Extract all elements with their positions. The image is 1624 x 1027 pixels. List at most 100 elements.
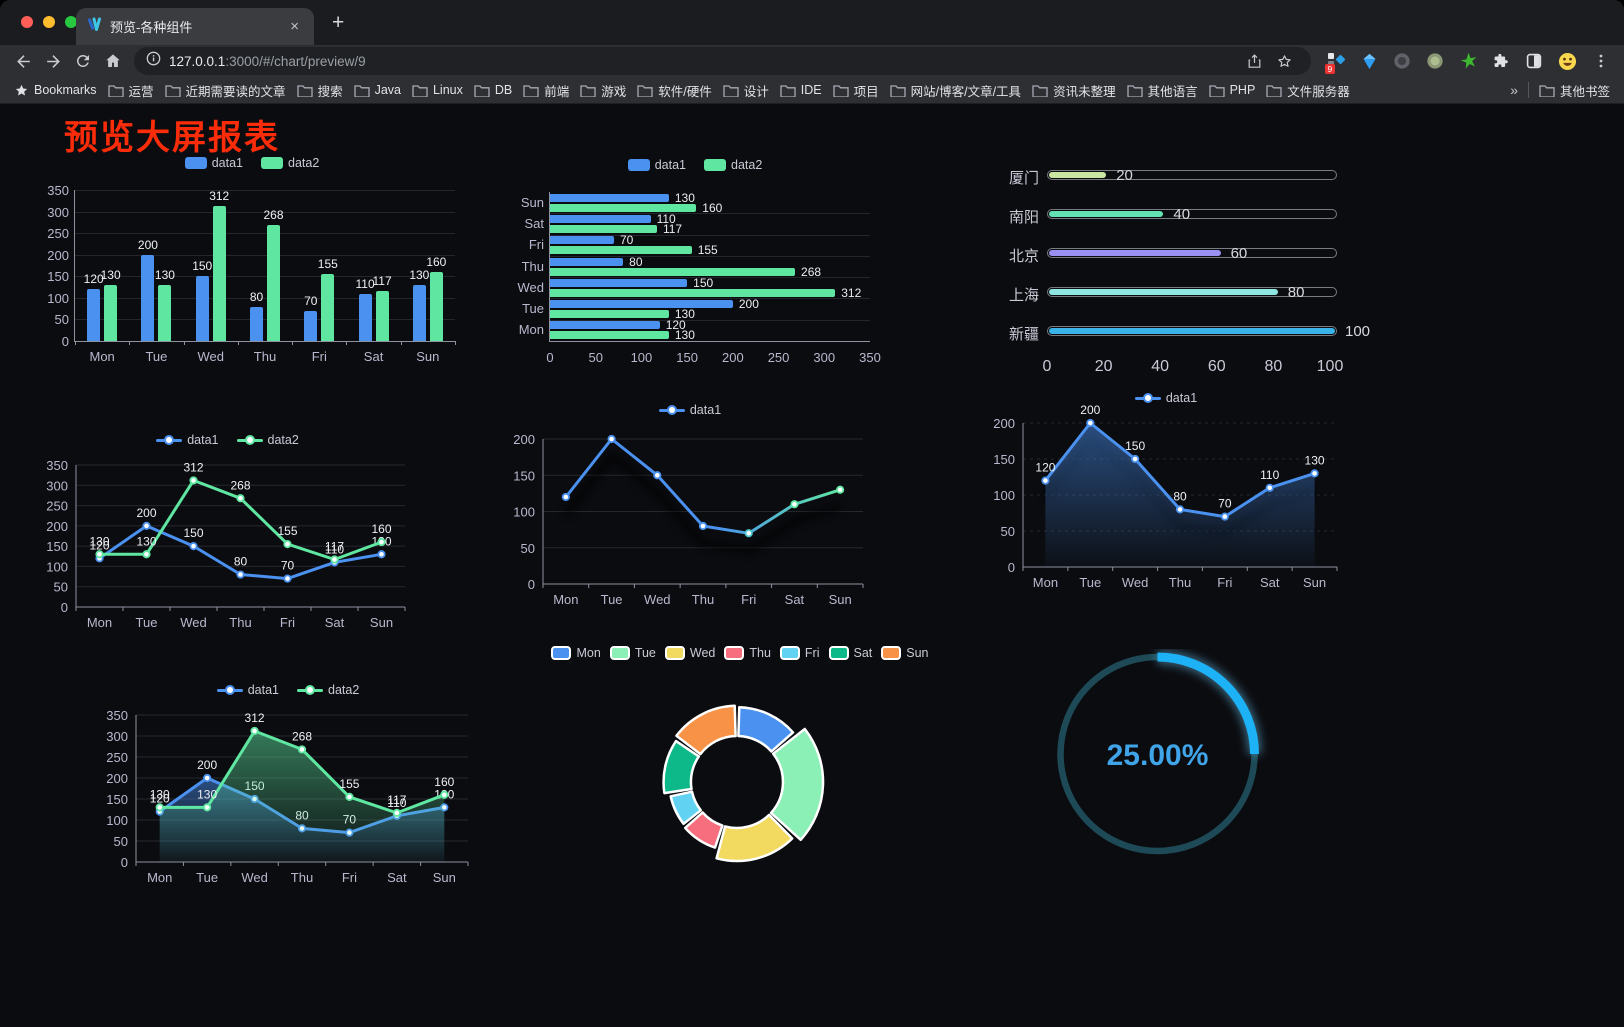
bookmark-star-icon[interactable] xyxy=(1269,47,1299,75)
bar-data2-Wed[interactable] xyxy=(212,206,226,341)
legend-item-Tue[interactable]: Tue xyxy=(609,646,656,660)
bookmark-folder[interactable]: 文件服务器 xyxy=(1266,81,1350,100)
bar-data2-Sat[interactable] xyxy=(375,290,389,341)
pie-slice-Sat[interactable] xyxy=(662,739,701,795)
legend-item-Fri[interactable]: Fri xyxy=(779,646,820,660)
address-bar[interactable]: 127.0.0.1:3000/#/chart/preview/9 xyxy=(134,47,1311,75)
bar-data1-Tue[interactable] xyxy=(550,300,733,309)
extension-green-star-icon[interactable] xyxy=(1457,50,1479,72)
pie-slice-Sun[interactable] xyxy=(675,704,737,756)
bar-data2-Sun[interactable] xyxy=(550,203,697,212)
pie-slice-Wed[interactable] xyxy=(715,813,794,863)
bar-data2-Thu[interactable] xyxy=(550,267,796,276)
other-bookmarks-folder[interactable]: 其他书签 xyxy=(1539,81,1610,100)
browser-tab[interactable]: 预览-各种组件 × xyxy=(76,8,314,45)
bar-data2-Sat[interactable] xyxy=(550,224,657,233)
legend-item-data2[interactable]: data2 xyxy=(261,156,319,170)
bar-data1-Mon[interactable] xyxy=(87,289,101,341)
chart-legend[interactable]: data1 data2 xyxy=(98,683,478,697)
bar-data1-Sat[interactable] xyxy=(358,293,372,341)
legend-item-Mon[interactable]: Mon xyxy=(551,646,601,660)
area-line-chart-dual[interactable]: data1 data2 0 50 100 150 200 250 300 350 Mon Tue Wed… xyxy=(98,679,478,897)
legend-item-data2[interactable]: data2 xyxy=(297,683,359,697)
legend-item-data2[interactable]: data2 xyxy=(704,158,762,172)
legend-item-Sun[interactable]: Sun xyxy=(881,646,929,660)
legend-item-Wed[interactable]: Wed xyxy=(664,646,715,660)
extension-dark-circle-icon[interactable] xyxy=(1391,50,1413,72)
chart-legend[interactable]: data1 data2 xyxy=(40,433,415,447)
chart-legend[interactable]: data1 xyxy=(505,403,875,417)
progress-fill-上海[interactable] xyxy=(1049,289,1278,295)
area-line-chart[interactable]: data1 0 50 100 150 200 Mon Tue Wed Thu Fri Sat Sun 12… xyxy=(985,387,1347,602)
bar-data2-Sun[interactable] xyxy=(429,271,443,341)
bookmark-folder[interactable]: 前端 xyxy=(523,81,569,100)
chart-legend[interactable]: Mon Tue Wed Thu Fri Sat Sun xyxy=(551,646,929,660)
horizontal-bar-chart[interactable]: data1 data2 0 50 100 150 200 250 300 350 Mon 120 130… xyxy=(505,154,885,373)
back-button[interactable] xyxy=(8,47,38,75)
bar-data1-Wed[interactable] xyxy=(550,278,688,287)
bookmark-folder[interactable]: 游戏 xyxy=(580,81,626,100)
bookmark-folder[interactable]: 近期需要读的文章 xyxy=(164,81,286,100)
bookmark-folder[interactable]: 项目 xyxy=(832,81,879,100)
bookmark-folder[interactable]: 其他语言 xyxy=(1126,81,1198,100)
gauge-chart[interactable]: 25.00% xyxy=(1040,649,1275,864)
bar-data2-Mon[interactable] xyxy=(550,331,669,340)
extension-grid-diamond-icon[interactable]: 9 xyxy=(1325,50,1347,74)
progress-fill-北京[interactable] xyxy=(1049,250,1221,256)
minimize-window-button[interactable] xyxy=(43,16,55,28)
bar-data1-Fri[interactable] xyxy=(304,310,318,341)
bar-data2-Tue[interactable] xyxy=(550,310,669,319)
bar-data1-Sat[interactable] xyxy=(550,214,651,223)
legend-item-data1[interactable]: data1 xyxy=(658,403,721,417)
site-info-icon[interactable] xyxy=(146,51,161,71)
bookmark-folder[interactable]: 设计 xyxy=(723,81,769,100)
donut-chart[interactable]: Mon Tue Wed Thu Fri Sat Sun xyxy=(551,642,929,907)
bar-data2-Wed[interactable] xyxy=(550,288,836,297)
legend-item-Sat[interactable]: Sat xyxy=(828,646,872,660)
bookmark-folder[interactable]: PHP xyxy=(1208,83,1255,97)
bookmarks-overflow-chevron[interactable]: » xyxy=(1510,82,1518,98)
pie-slice-Fri[interactable] xyxy=(669,790,703,826)
bar-data1-Sun[interactable] xyxy=(412,284,426,341)
forward-button[interactable] xyxy=(38,47,68,75)
legend-item-data1[interactable]: data1 xyxy=(627,158,686,172)
bar-data2-Fri[interactable] xyxy=(321,274,335,341)
bar-data1-Thu[interactable] xyxy=(250,306,263,341)
grouped-bar-chart[interactable]: data1 data2 0 50 100 150 200 250 300 350 Mon 120 130… xyxy=(40,152,464,371)
bar-data1-Sun[interactable] xyxy=(550,193,669,202)
bar-data1-Tue[interactable] xyxy=(141,254,155,341)
bookmarks-manager[interactable]: Bookmarks xyxy=(14,83,97,98)
reload-button[interactable] xyxy=(68,47,98,75)
chart-legend[interactable]: data1 xyxy=(985,391,1347,405)
bookmark-folder[interactable]: 运营 xyxy=(107,81,154,100)
bar-data2-Thu[interactable] xyxy=(267,225,280,341)
progress-fill-厦门[interactable] xyxy=(1049,172,1107,178)
legend-item-data1[interactable]: data1 xyxy=(216,683,279,697)
progress-fill-南阳[interactable] xyxy=(1049,211,1164,217)
reading-mode-icon[interactable] xyxy=(1523,50,1545,72)
close-window-button[interactable] xyxy=(21,16,33,28)
bar-data1-Fri[interactable] xyxy=(550,236,614,245)
extensions-puzzle-icon[interactable] xyxy=(1490,50,1512,72)
pie-slice-Tue[interactable] xyxy=(769,727,825,842)
gauge-progress-arc[interactable] xyxy=(1157,652,1259,755)
legend-item-data1[interactable]: data1 xyxy=(184,156,243,170)
bookmark-folder[interactable]: 搜索 xyxy=(296,81,343,100)
bar-data2-Mon[interactable] xyxy=(104,284,118,341)
legend-item-data1[interactable]: data1 xyxy=(1134,391,1197,405)
home-button[interactable] xyxy=(98,47,128,75)
bar-data1-Mon[interactable] xyxy=(550,321,660,330)
extension-green-circle-icon[interactable] xyxy=(1424,50,1446,72)
extension-emoji-icon[interactable] xyxy=(1556,50,1578,72)
chart-legend[interactable]: data1 data2 xyxy=(40,156,464,170)
bar-data1-Wed[interactable] xyxy=(195,276,209,341)
chart-legend[interactable]: data1 data2 xyxy=(505,158,885,172)
kebab-menu-icon[interactable] xyxy=(1586,47,1616,75)
bar-data1-Thu[interactable] xyxy=(550,257,624,266)
bookmark-folder[interactable]: 资讯未整理 xyxy=(1032,81,1116,100)
bookmark-folder[interactable]: DB xyxy=(474,83,512,97)
bookmark-folder[interactable]: Linux xyxy=(412,83,463,97)
line-chart-gradient[interactable]: data1 0 50 100 150 200 Mon Tue Wed Thu Fri Sat Sun xyxy=(505,399,875,617)
extension-blue-gem-icon[interactable] xyxy=(1358,50,1380,72)
legend-item-data2[interactable]: data2 xyxy=(236,433,299,447)
